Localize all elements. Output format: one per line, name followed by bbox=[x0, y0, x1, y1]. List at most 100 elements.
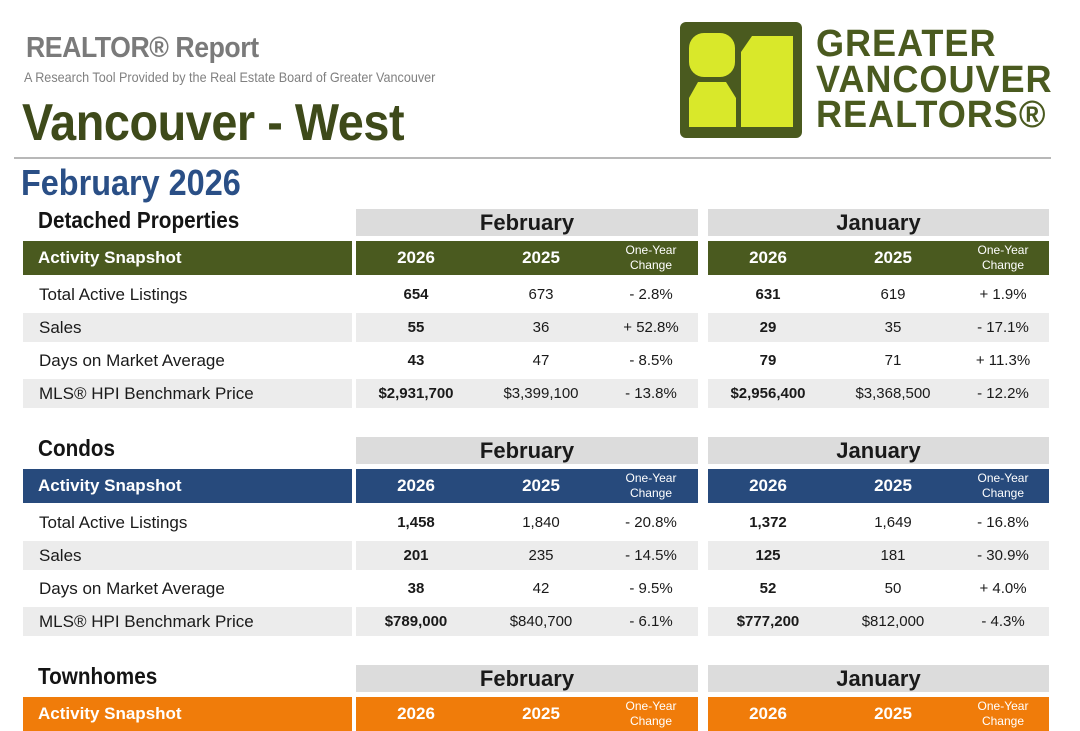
row-label: Total Active Listings bbox=[39, 285, 188, 304]
activity-snapshot-band bbox=[23, 469, 352, 503]
table-cell-jan-2026: $777,200 bbox=[736, 613, 800, 630]
table-cell-jan-2025: $3,368,500 bbox=[855, 385, 931, 402]
change-header-line1: One-Year bbox=[625, 471, 677, 485]
activity-snapshot-label: Activity Snapshot bbox=[38, 248, 182, 267]
table-cell-jan-2025: $812,000 bbox=[861, 613, 925, 630]
table-cell-jan-2026: 52 bbox=[759, 580, 777, 597]
table-cell-jan-2026: 1,372 bbox=[749, 514, 787, 531]
table-cell-jan-2026: 29 bbox=[759, 319, 777, 336]
table-cell-feb-2026: $2,931,700 bbox=[378, 385, 454, 402]
year-prior-header: 2025 bbox=[522, 476, 560, 495]
year-prior-header: 2025 bbox=[874, 248, 912, 267]
row-shade bbox=[708, 313, 1049, 342]
group-header-february: February bbox=[356, 437, 698, 464]
row-shade bbox=[708, 607, 1049, 636]
table-cell-jan-change: - 16.8% bbox=[977, 514, 1029, 531]
group-header-february: February bbox=[356, 209, 698, 236]
year-prior-header: 2025 bbox=[874, 476, 912, 495]
row-shade bbox=[23, 379, 352, 408]
table-cell-jan-change: - 12.2% bbox=[977, 385, 1029, 402]
table-cell-jan-2025: 50 bbox=[884, 580, 902, 597]
row-shade bbox=[356, 379, 698, 408]
row-shade bbox=[356, 607, 698, 636]
table-cell-feb-change: - 8.5% bbox=[629, 352, 673, 369]
year-band-february bbox=[356, 469, 698, 503]
change-header-line1: One-Year bbox=[977, 699, 1029, 713]
table-cell-feb-2026: 38 bbox=[407, 580, 425, 597]
table-cell-jan-2025: 71 bbox=[884, 352, 902, 369]
period-title: February 2026 bbox=[21, 162, 241, 203]
year-band-january bbox=[708, 241, 1049, 275]
change-header-line2: Change bbox=[629, 486, 673, 500]
year-current-header: 2026 bbox=[397, 704, 435, 723]
year-prior-header: 2025 bbox=[874, 704, 912, 723]
table-cell-jan-change: + 11.3% bbox=[975, 352, 1031, 369]
table-cell-jan-2026: 79 bbox=[759, 352, 777, 369]
group-header-january: January bbox=[708, 665, 1049, 692]
year-current-header: 2026 bbox=[397, 476, 435, 495]
group-header-february: February bbox=[356, 665, 698, 692]
change-header-line2: Change bbox=[981, 486, 1025, 500]
table-cell-feb-change: - 9.5% bbox=[629, 580, 673, 597]
table-cell-jan-change: + 4.0% bbox=[979, 580, 1027, 597]
year-current-header: 2026 bbox=[749, 704, 787, 723]
table-cell-feb-change: - 2.8% bbox=[629, 286, 673, 303]
table-cell-feb-change: - 13.8% bbox=[625, 385, 677, 402]
table-cell-feb-2025: 47 bbox=[532, 352, 550, 369]
area-title: Vancouver - West bbox=[22, 94, 405, 152]
section-title: Detached Properties bbox=[38, 207, 240, 233]
change-header-line2: Change bbox=[981, 258, 1025, 272]
table-cell-jan-change: - 17.1% bbox=[977, 319, 1029, 336]
table-cell-feb-2026: 55 bbox=[407, 319, 425, 336]
year-prior-header: 2025 bbox=[522, 704, 560, 723]
table-cell-jan-change: + 1.9% bbox=[979, 286, 1027, 303]
table-cell-feb-2025: $840,700 bbox=[509, 613, 573, 630]
table-cell-feb-change: - 6.1% bbox=[629, 613, 673, 630]
table-cell-feb-2026: 654 bbox=[403, 286, 429, 303]
row-shade bbox=[356, 313, 698, 342]
table-cell-jan-2025: 181 bbox=[880, 547, 906, 564]
section-title: Townhomes bbox=[38, 663, 158, 689]
table-cell-feb-change: - 20.8% bbox=[625, 514, 677, 531]
table-cell-feb-2025: 36 bbox=[532, 319, 550, 336]
year-prior-header: 2025 bbox=[522, 248, 560, 267]
table-cell-feb-2026: 1,458 bbox=[397, 514, 435, 531]
row-label: Days on Market Average bbox=[39, 351, 225, 370]
logo-text-line3: REALTORS® bbox=[816, 94, 1047, 136]
table-cell-feb-change: - 14.5% bbox=[625, 547, 677, 564]
row-label: MLS® HPI Benchmark Price bbox=[39, 384, 254, 403]
table-cell-jan-2025: 35 bbox=[884, 319, 902, 336]
group-header-january: January bbox=[708, 209, 1049, 236]
table-cell-jan-2025: 619 bbox=[880, 286, 906, 303]
year-current-header: 2026 bbox=[749, 248, 787, 267]
change-header-line2: Change bbox=[981, 714, 1025, 728]
report-title: REALTOR® Report bbox=[26, 32, 259, 64]
activity-snapshot-band bbox=[23, 241, 352, 275]
row-shade bbox=[23, 313, 352, 342]
change-header-line2: Change bbox=[629, 258, 673, 272]
change-header-line2: Change bbox=[629, 714, 673, 728]
year-band-february bbox=[356, 241, 698, 275]
row-label: Total Active Listings bbox=[39, 513, 188, 532]
change-header-line1: One-Year bbox=[977, 243, 1029, 257]
table-cell-feb-2025: 1,840 bbox=[522, 514, 560, 531]
logo-text-line2: VANCOUVER bbox=[816, 59, 1053, 101]
table-cell-feb-2025: 42 bbox=[532, 580, 550, 597]
row-label: Sales bbox=[39, 318, 82, 337]
table-cell-feb-2025: 673 bbox=[528, 286, 554, 303]
logo-text-line1: GREATER bbox=[816, 23, 997, 65]
activity-snapshot-label: Activity Snapshot bbox=[38, 476, 182, 495]
row-shade bbox=[23, 607, 352, 636]
table-cell-jan-2025: 1,649 bbox=[874, 514, 912, 531]
report-subtitle: A Research Tool Provided by the Real Est… bbox=[24, 69, 436, 85]
year-current-header: 2026 bbox=[397, 248, 435, 267]
logo-icon bbox=[680, 22, 802, 138]
activity-snapshot-label: Activity Snapshot bbox=[38, 704, 182, 723]
row-label: Sales bbox=[39, 546, 82, 565]
section-title: Condos bbox=[38, 435, 116, 461]
row-shade bbox=[23, 541, 352, 570]
table-cell-feb-2026: 201 bbox=[403, 547, 429, 564]
year-current-header: 2026 bbox=[749, 476, 787, 495]
table-cell-jan-2026: 125 bbox=[755, 547, 781, 564]
row-shade bbox=[708, 541, 1049, 570]
